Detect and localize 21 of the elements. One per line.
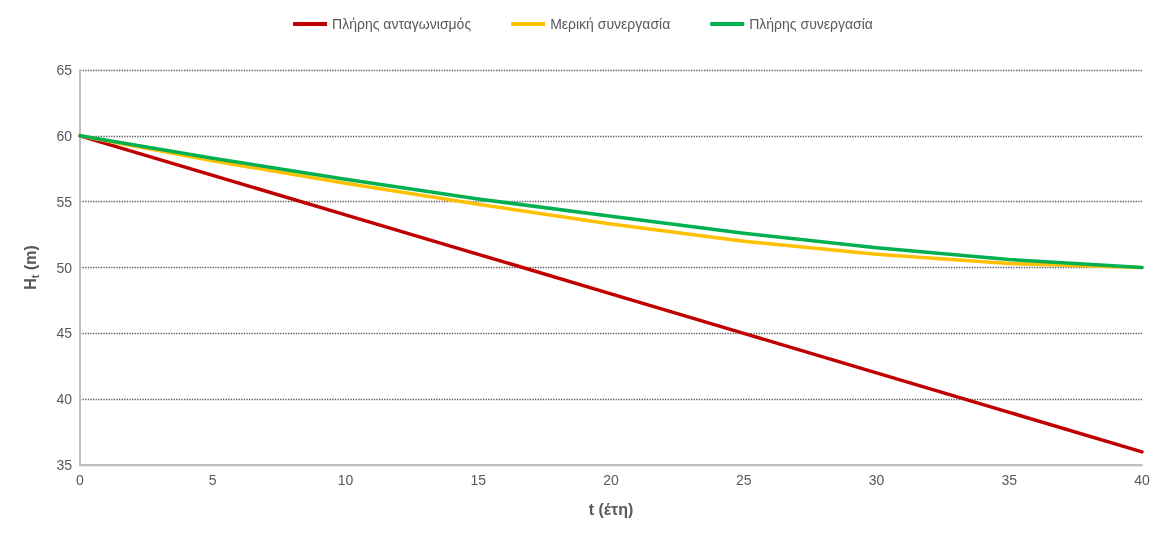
y-axis-title: Ht (m) (22, 245, 41, 290)
y-tick-label: 65 (56, 62, 73, 78)
x-tick-label: 0 (76, 472, 85, 488)
x-tick-label: 35 (1001, 472, 1018, 488)
x-tick-label: 10 (337, 472, 354, 488)
y-tick-label: 50 (56, 259, 73, 276)
x-tick-label: 15 (470, 472, 487, 488)
y-tick-label: 40 (56, 391, 73, 408)
x-tick-label: 5 (208, 472, 217, 488)
y-tick-label: 60 (56, 127, 73, 144)
legend-label: Πλήρης ανταγωνισμός (332, 16, 472, 32)
legend-label: Μερική συνεργασία (550, 16, 671, 32)
x-axis-title: t (έτη) (588, 500, 634, 518)
x-tick-label: 20 (603, 472, 619, 488)
legend-label: Πλήρης συνεργασία (749, 16, 873, 32)
x-tick-label: 30 (868, 472, 885, 488)
y-tick-label: 45 (56, 325, 73, 342)
y-tick-label: 35 (56, 457, 73, 473)
x-tick-label: 40 (1134, 472, 1150, 488)
x-tick-label: 25 (735, 472, 752, 488)
y-tick-label: 55 (56, 193, 73, 210)
